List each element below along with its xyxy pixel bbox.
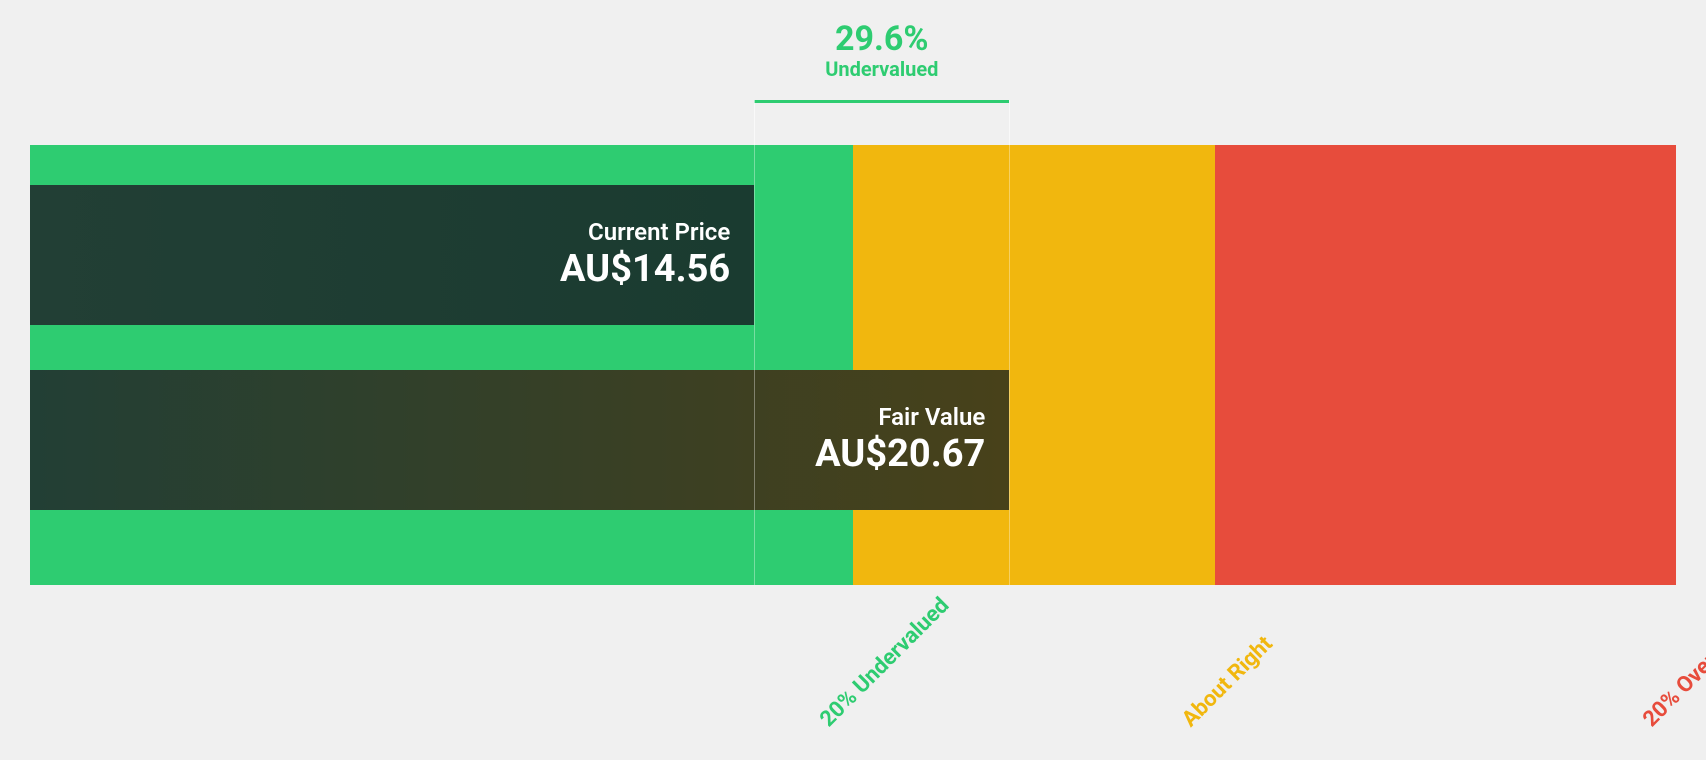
valuation-callout: 29.6%Undervalued: [732, 22, 1032, 80]
callout-bracket: [754, 100, 1009, 103]
valuation-chart: Current PriceAU$14.56 Fair ValueAU$20.67: [30, 145, 1676, 585]
guide-line: [754, 145, 755, 585]
fair-value-value: AU$20.67: [815, 432, 985, 478]
valuation-sublabel: Undervalued: [732, 58, 1032, 80]
zone-overvalued: [1215, 145, 1676, 585]
zone-about-right: [853, 145, 1215, 585]
current-price-value: AU$14.56: [560, 247, 730, 293]
current-price-label: Current Price: [588, 218, 730, 247]
axis-label-undervalued: 20% Undervalued: [815, 593, 954, 732]
fair-value-bar: Fair ValueAU$20.67: [30, 370, 1009, 510]
fair-value-label: Fair Value: [878, 403, 985, 432]
axis-label-about-right: About Right: [1177, 632, 1277, 732]
guide-line: [1009, 145, 1010, 585]
valuation-percent: 29.6%: [732, 22, 1032, 58]
current-price-bar: Current PriceAU$14.56: [30, 185, 754, 325]
axis-label-overvalued: 20% Overvalued: [1638, 602, 1706, 732]
callout-bracket-side: [754, 100, 755, 145]
callout-bracket-side: [1009, 100, 1010, 145]
